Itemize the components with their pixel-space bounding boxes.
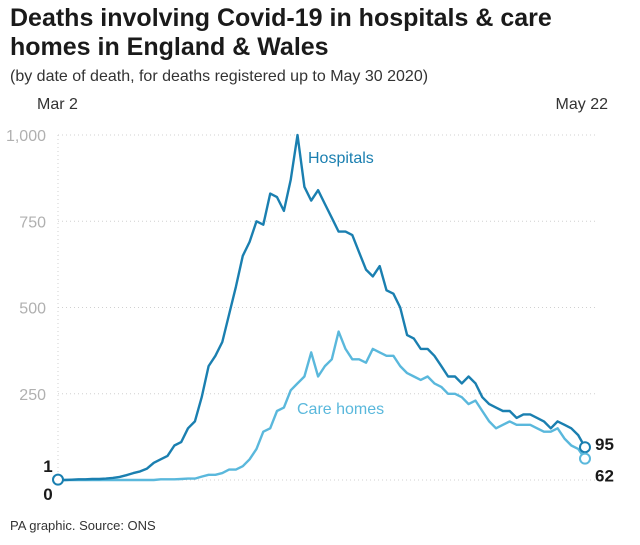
series-line-hospitals [57, 133, 587, 482]
x-start-label: Mar 2 [37, 96, 78, 113]
y-tick-label: 1,000 [6, 128, 46, 145]
series-label-care-homes: Care homes [297, 401, 384, 418]
chart-subtitle: (by date of death, for deaths registered… [10, 68, 429, 85]
end-value-care-homes: 62 [595, 467, 614, 486]
end-marker-hospitals [579, 441, 591, 454]
series-line-care-homes [58, 330, 586, 482]
end-value-hospitals: 95 [595, 435, 614, 454]
y-tick-label: 500 [19, 301, 46, 318]
x-end-label: May 22 [555, 96, 608, 113]
y-tick-label: 750 [19, 214, 46, 231]
start-label-bottom: 0 [43, 485, 52, 504]
source-note: PA graphic. Source: ONS [10, 518, 156, 533]
end-marker-care-homes [579, 452, 591, 465]
start-marker [52, 473, 64, 486]
chart-title: Deaths involving Covid-19 in hospitals &… [10, 4, 552, 61]
y-tick-label: 250 [19, 387, 46, 404]
start-label-top: 1 [43, 457, 52, 476]
series-label-hospitals: Hospitals [308, 150, 374, 167]
